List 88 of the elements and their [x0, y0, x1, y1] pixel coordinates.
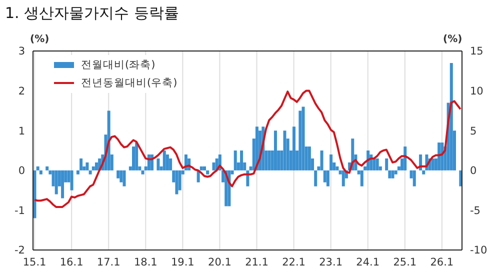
- bar: [202, 166, 206, 170]
- bar: [302, 106, 305, 170]
- bar: [308, 146, 311, 170]
- bar: [323, 170, 326, 182]
- x-tick-label: 23.1: [319, 256, 343, 268]
- bar: [80, 158, 83, 170]
- y2-tick-label: 0: [470, 165, 477, 178]
- bar: [166, 154, 169, 170]
- bar: [86, 162, 89, 170]
- bar: [39, 170, 42, 174]
- x-tick-label: 22.1: [282, 256, 306, 268]
- bar: [88, 170, 92, 174]
- bar: [178, 170, 182, 190]
- bar: [162, 150, 166, 170]
- x-tick-label: 18.1: [134, 256, 158, 268]
- bar: [240, 150, 244, 170]
- bar: [283, 130, 286, 170]
- y-axis-title: (%): [30, 34, 50, 45]
- x-tick-label: 15.1: [22, 256, 46, 268]
- bar: [212, 162, 216, 170]
- y-tick-label: 3: [18, 46, 25, 58]
- legend-label: 전년동월대비(우축): [81, 76, 178, 90]
- bar: [336, 166, 339, 170]
- legend-label: 전월대비(좌축): [81, 58, 156, 72]
- bar: [385, 158, 388, 170]
- y2-axis-title: (%): [443, 34, 462, 45]
- bar: [61, 170, 64, 198]
- y2-tick-label: 15: [470, 46, 484, 58]
- bar: [388, 170, 392, 178]
- x-tick-label: 26.1: [430, 256, 454, 268]
- bar: [156, 158, 160, 170]
- bar: [36, 166, 40, 170]
- bar: [360, 170, 364, 186]
- bar: [450, 62, 453, 170]
- bar: [92, 166, 95, 170]
- y2-tick-label: 10: [470, 86, 484, 98]
- bar: [274, 130, 277, 170]
- y-tick-label: 1: [18, 125, 25, 138]
- bar: [431, 158, 434, 170]
- bar: [314, 170, 318, 186]
- bar: [94, 162, 98, 170]
- y-tick-label: -2: [14, 244, 25, 257]
- bar: [122, 170, 126, 186]
- x-tick-label: 17.1: [96, 256, 120, 268]
- x-tick-label: 24.1: [356, 256, 380, 268]
- bar: [440, 142, 444, 170]
- bar: [169, 158, 172, 170]
- bar: [372, 158, 376, 170]
- bar: [292, 126, 296, 170]
- bar: [116, 170, 120, 178]
- chart-title: 1. 생산자물가지수 등락률: [5, 4, 179, 23]
- bar: [412, 170, 416, 186]
- bar: [342, 170, 345, 186]
- bar: [422, 170, 426, 174]
- x-tick-label: 19.1: [170, 256, 194, 268]
- y2-tick-label: -5: [470, 204, 480, 217]
- bar: [234, 150, 237, 170]
- bar: [320, 150, 324, 170]
- bar: [120, 170, 123, 182]
- x-tick-label: 16.1: [60, 256, 84, 268]
- line-series: [34, 90, 462, 208]
- bar: [135, 142, 138, 170]
- bar: [438, 142, 441, 170]
- bar: [132, 146, 136, 170]
- bar: [330, 154, 333, 170]
- y-tick-label: 0: [18, 165, 25, 178]
- bar: [391, 170, 394, 178]
- bar: [298, 110, 302, 170]
- bar: [175, 170, 178, 194]
- bar: [268, 150, 271, 170]
- bar: [70, 170, 74, 190]
- y-tick-label: 2: [18, 86, 25, 98]
- bar: [206, 170, 210, 174]
- bar: [76, 170, 80, 174]
- x-tick-label: 20.1: [208, 256, 232, 268]
- y-tick-label: -1: [14, 204, 25, 217]
- bar: [326, 170, 330, 186]
- bar: [200, 166, 203, 170]
- bar: [141, 170, 144, 174]
- bar: [46, 166, 49, 170]
- x-tick-label: 21.1: [245, 256, 268, 268]
- x-tick-label: 25.1: [393, 256, 417, 268]
- bar: [54, 170, 58, 194]
- bar: [394, 170, 398, 174]
- y2-tick-label: 5: [470, 125, 477, 138]
- bar: [376, 158, 379, 170]
- bar: [404, 146, 407, 170]
- y2-tick-label: -10: [470, 244, 488, 257]
